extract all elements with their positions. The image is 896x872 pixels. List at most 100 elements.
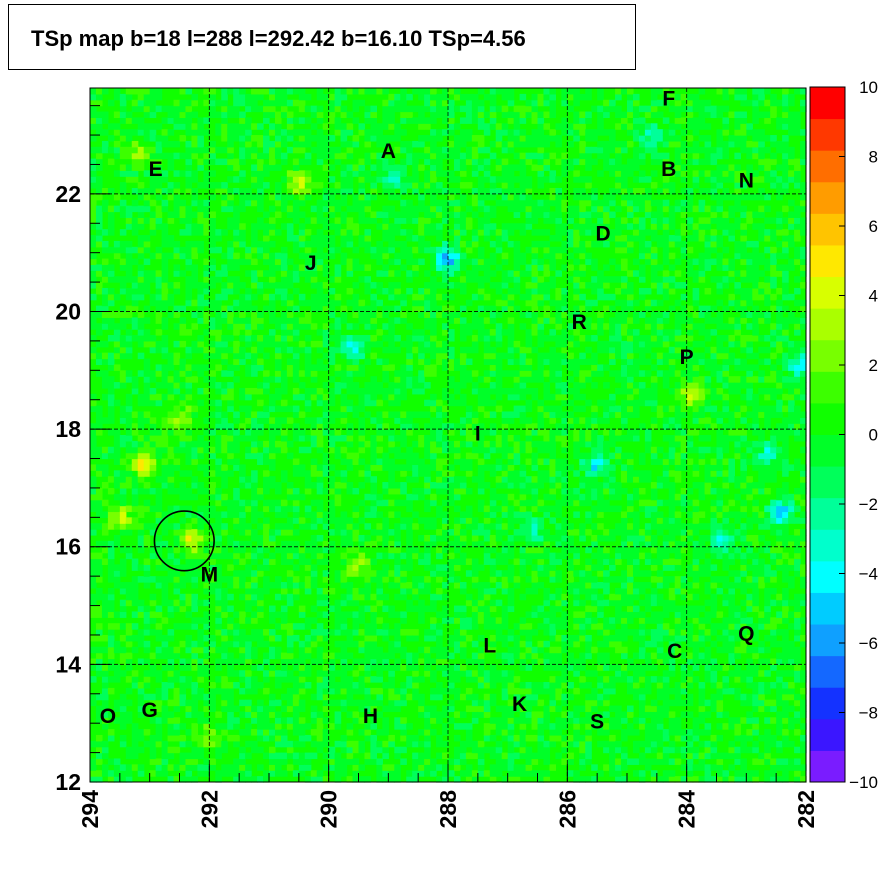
heatmap-cell	[113, 517, 121, 524]
heatmap-cell	[298, 646, 306, 654]
heatmap-cell	[286, 723, 294, 730]
heatmap-cell	[316, 182, 324, 189]
heatmap-cell	[239, 258, 246, 266]
heatmap-cell	[215, 658, 222, 665]
heatmap-cell	[430, 399, 437, 407]
heatmap-cell	[352, 293, 360, 301]
heatmap-cell	[364, 505, 372, 513]
heatmap-cell	[185, 440, 193, 448]
heatmap-cell	[430, 129, 437, 136]
heatmap-cell	[161, 523, 169, 530]
heatmap-cell	[233, 164, 240, 171]
heatmap-cell	[448, 558, 455, 565]
heatmap-cell	[340, 164, 348, 171]
heatmap-cell	[95, 487, 103, 495]
heatmap-cell	[161, 646, 169, 654]
heatmap-cell	[149, 111, 157, 119]
heatmap-cell	[292, 158, 300, 166]
heatmap-cell	[412, 629, 419, 636]
heatmap-cell	[430, 346, 437, 354]
heatmap-cell	[137, 158, 145, 166]
heatmap-cell	[233, 123, 240, 130]
heatmap-cell	[286, 634, 294, 642]
heatmap-cell	[334, 99, 342, 107]
heatmap-cell	[298, 105, 306, 113]
heatmap-cell	[358, 740, 366, 748]
heatmap-cell	[245, 193, 252, 201]
heatmap-cell	[465, 458, 473, 466]
heatmap-cell	[167, 105, 175, 113]
heatmap-cell	[95, 593, 103, 601]
heatmap-cell	[489, 617, 497, 624]
heatmap-cell	[412, 770, 419, 777]
heatmap-cell	[322, 464, 330, 471]
heatmap-cell	[286, 593, 294, 601]
heatmap-cell	[418, 182, 425, 189]
heatmap-cell	[382, 111, 389, 119]
heatmap-cell	[173, 764, 181, 771]
heatmap-cell	[143, 617, 151, 624]
heatmap-cell	[191, 664, 198, 671]
heatmap-cell	[119, 458, 127, 466]
heatmap-cell	[131, 164, 139, 171]
heatmap-cell	[459, 129, 467, 136]
heatmap-cell	[113, 476, 121, 483]
heatmap-cell	[107, 476, 115, 483]
heatmap-cell	[406, 287, 413, 295]
heatmap-cell	[274, 182, 282, 189]
heatmap-cell	[119, 311, 127, 318]
heatmap-cell	[489, 540, 497, 548]
heatmap-cell	[137, 540, 145, 548]
heatmap-cell	[310, 617, 318, 624]
heatmap-cell	[191, 546, 198, 554]
heatmap-cell	[346, 205, 354, 213]
heatmap-cell	[251, 729, 258, 736]
heatmap-cell	[376, 758, 383, 765]
heatmap-cell	[203, 287, 210, 295]
heatmap-cell	[173, 587, 181, 595]
heatmap-cell	[418, 358, 425, 366]
heatmap-cell	[489, 152, 497, 160]
heatmap-cell	[453, 311, 461, 318]
heatmap-cell	[489, 599, 497, 607]
heatmap-cell	[113, 564, 121, 571]
heatmap-cell	[90, 223, 97, 230]
heatmap-cell	[430, 570, 437, 577]
heatmap-cell	[257, 317, 264, 324]
heatmap-cell	[477, 435, 485, 442]
heatmap-cell	[161, 711, 169, 718]
heatmap-cell	[465, 135, 473, 142]
heatmap-cell	[412, 682, 419, 689]
heatmap-cell	[477, 611, 485, 618]
heatmap-cell	[263, 582, 270, 589]
heatmap-cell	[131, 746, 139, 754]
heatmap-cell	[292, 240, 300, 248]
heatmap-cell	[298, 146, 306, 154]
heatmap-cell	[95, 452, 103, 460]
heatmap-cell	[304, 652, 312, 660]
heatmap-cell	[131, 217, 139, 224]
heatmap-cell	[346, 152, 354, 160]
heatmap-cell	[167, 523, 175, 530]
heatmap-cell	[459, 723, 467, 730]
heatmap-cell	[137, 88, 145, 95]
heatmap-cell	[477, 387, 485, 395]
heatmap-cell	[286, 658, 294, 665]
heatmap-cell	[352, 411, 360, 418]
heatmap-cell	[245, 340, 252, 348]
heatmap-cell	[131, 305, 139, 313]
heatmap-cell	[489, 764, 497, 771]
heatmap-cell	[388, 705, 395, 713]
heatmap-cell	[465, 117, 473, 124]
heatmap-cell	[107, 382, 115, 389]
heatmap-cell	[358, 617, 366, 624]
heatmap-cell	[442, 240, 449, 248]
heatmap-cell	[352, 193, 360, 201]
heatmap-cell	[304, 264, 312, 271]
heatmap-cell	[221, 88, 228, 95]
heatmap-cell	[370, 752, 377, 760]
heatmap-cell	[382, 464, 389, 471]
heatmap-cell	[286, 417, 294, 424]
heatmap-cell	[334, 270, 342, 277]
heatmap-cell	[173, 446, 181, 454]
